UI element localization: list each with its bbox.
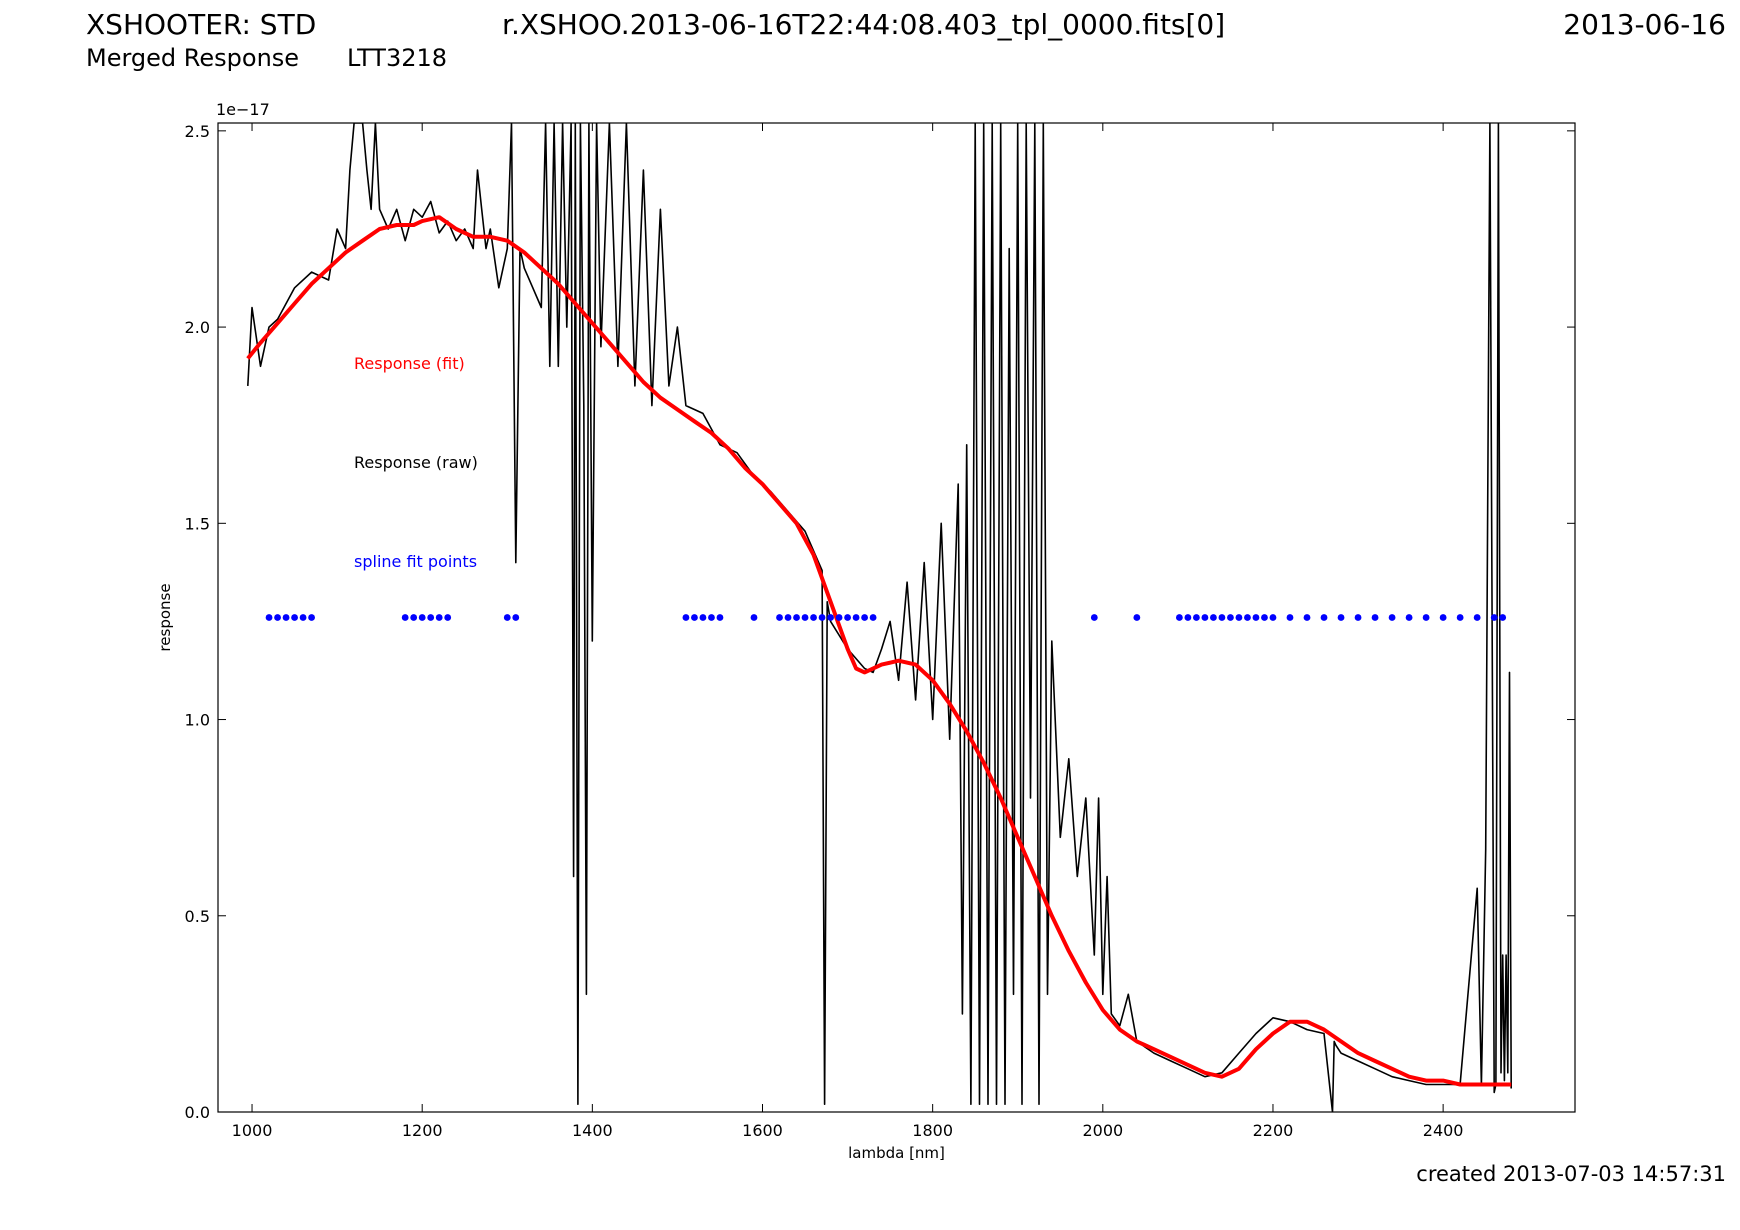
- spline-fit-point: [418, 614, 426, 621]
- spline-fit-point: [1371, 614, 1379, 621]
- spline-fit-point: [1193, 614, 1200, 621]
- spline-fit-point: [299, 614, 307, 621]
- fit-response-line: [246, 215, 1512, 1087]
- legend-entry: spline fit points: [354, 552, 477, 571]
- spline-fit-point: [716, 614, 724, 621]
- spline-fit-point: [750, 614, 758, 621]
- spline-fit-point: [1269, 614, 1277, 621]
- spline-fit-point: [1235, 614, 1243, 621]
- spline-fit-point: [503, 614, 511, 621]
- plot-frame: [217, 122, 1576, 1113]
- spline-fit-point: [1456, 614, 1464, 621]
- plot-area: [246, 123, 1512, 1112]
- y-tick-label: 2.5: [185, 122, 210, 141]
- spline-fit-point: [291, 614, 298, 621]
- x-tick-label: 1800: [912, 1121, 953, 1140]
- spline-fit-point: [308, 614, 315, 621]
- spline-fit-point: [282, 614, 290, 621]
- spline-fit-point: [691, 614, 698, 621]
- legend-entry: Response (fit): [354, 354, 465, 373]
- spline-fit-point: [801, 614, 809, 621]
- y-tick-label: 0.0: [185, 1103, 210, 1122]
- spline-fit-point: [708, 614, 715, 621]
- spline-fit-point: [776, 614, 783, 621]
- spline-fit-point: [1286, 614, 1294, 621]
- spline-fit-point: [1175, 614, 1183, 621]
- y-tick-label: 1.0: [185, 711, 210, 730]
- spline-fit-point: [1354, 614, 1362, 621]
- x-axis-label: lambda [nm]: [848, 1144, 945, 1162]
- file-name-title: r.XSHOO.2013-06-16T22:44:08.403_tpl_0000…: [502, 8, 1226, 41]
- spline-fit-point: [401, 614, 409, 621]
- spline-fit-point: [1133, 614, 1141, 621]
- spline-fit-point: [699, 614, 707, 621]
- x-tick-label: 1200: [402, 1121, 443, 1140]
- y-axis-multiplier: 1e−17: [216, 100, 270, 119]
- spline-fit-point: [1473, 614, 1481, 621]
- x-tick-label: 2200: [1253, 1121, 1294, 1140]
- y-tick-label: 1.5: [185, 514, 210, 533]
- spline-fit-point: [852, 614, 860, 621]
- created-timestamp: created 2013-07-03 14:57:31: [1416, 1162, 1726, 1186]
- spline-fit-point: [835, 614, 843, 621]
- spline-fit-point: [1422, 614, 1430, 621]
- y-tick-label: 2.0: [185, 318, 210, 337]
- y-axis-label: response: [156, 583, 174, 651]
- spline-fit-point: [274, 614, 281, 621]
- spline-fit-point: [1210, 614, 1217, 621]
- spline-fit-point: [444, 614, 452, 621]
- x-tick-label: 2400: [1423, 1121, 1464, 1140]
- x-tick-label: 1400: [572, 1121, 613, 1140]
- spline-fit-point: [1337, 614, 1345, 621]
- spline-fit-point: [1320, 614, 1328, 621]
- spline-fit-point: [818, 614, 826, 621]
- spline-fit-point: [869, 614, 877, 621]
- spline-fit-point: [435, 614, 443, 621]
- spline-fit-point: [1303, 614, 1311, 621]
- legend-entry: Response (raw): [354, 453, 478, 472]
- observation-date: 2013-06-16: [1563, 8, 1726, 41]
- spline-fit-point: [1490, 614, 1498, 621]
- spline-fit-point: [784, 614, 792, 621]
- spline-fit-point: [1499, 614, 1507, 621]
- instrument-title: XSHOOTER: STD: [86, 8, 317, 41]
- spline-fit-point: [1439, 614, 1447, 621]
- object-name: LTT3218: [347, 44, 448, 72]
- y-tick-label: 0.5: [185, 907, 210, 926]
- plot-subtitle: Merged Response: [86, 44, 300, 72]
- spline-fit-point: [1261, 614, 1268, 621]
- spline-fit-point: [1184, 614, 1192, 621]
- spline-fit-point: [1244, 614, 1251, 621]
- spline-fit-point: [410, 614, 418, 621]
- spline-fit-point: [861, 614, 868, 621]
- spline-fit-point: [1218, 614, 1226, 621]
- spline-fit-point: [1405, 614, 1413, 621]
- spline-fit-point: [512, 614, 520, 621]
- x-tick-label: 1600: [742, 1121, 783, 1140]
- spline-fit-point: [427, 614, 435, 621]
- spline-fit-point: [1090, 614, 1098, 621]
- x-tick-label: 2000: [1082, 1121, 1123, 1140]
- spline-fit-point: [844, 614, 851, 621]
- spline-fit-point: [1227, 614, 1234, 621]
- x-tick-label: 1000: [232, 1121, 273, 1140]
- spline-fit-point: [265, 614, 273, 621]
- spline-fit-point: [1252, 614, 1260, 621]
- spline-fit-point: [682, 614, 690, 621]
- spline-fit-point: [793, 614, 800, 621]
- spline-fit-point: [827, 614, 834, 621]
- spline-fit-point: [810, 614, 817, 621]
- spline-fit-point: [1388, 614, 1396, 621]
- spline-fit-point: [1201, 614, 1209, 621]
